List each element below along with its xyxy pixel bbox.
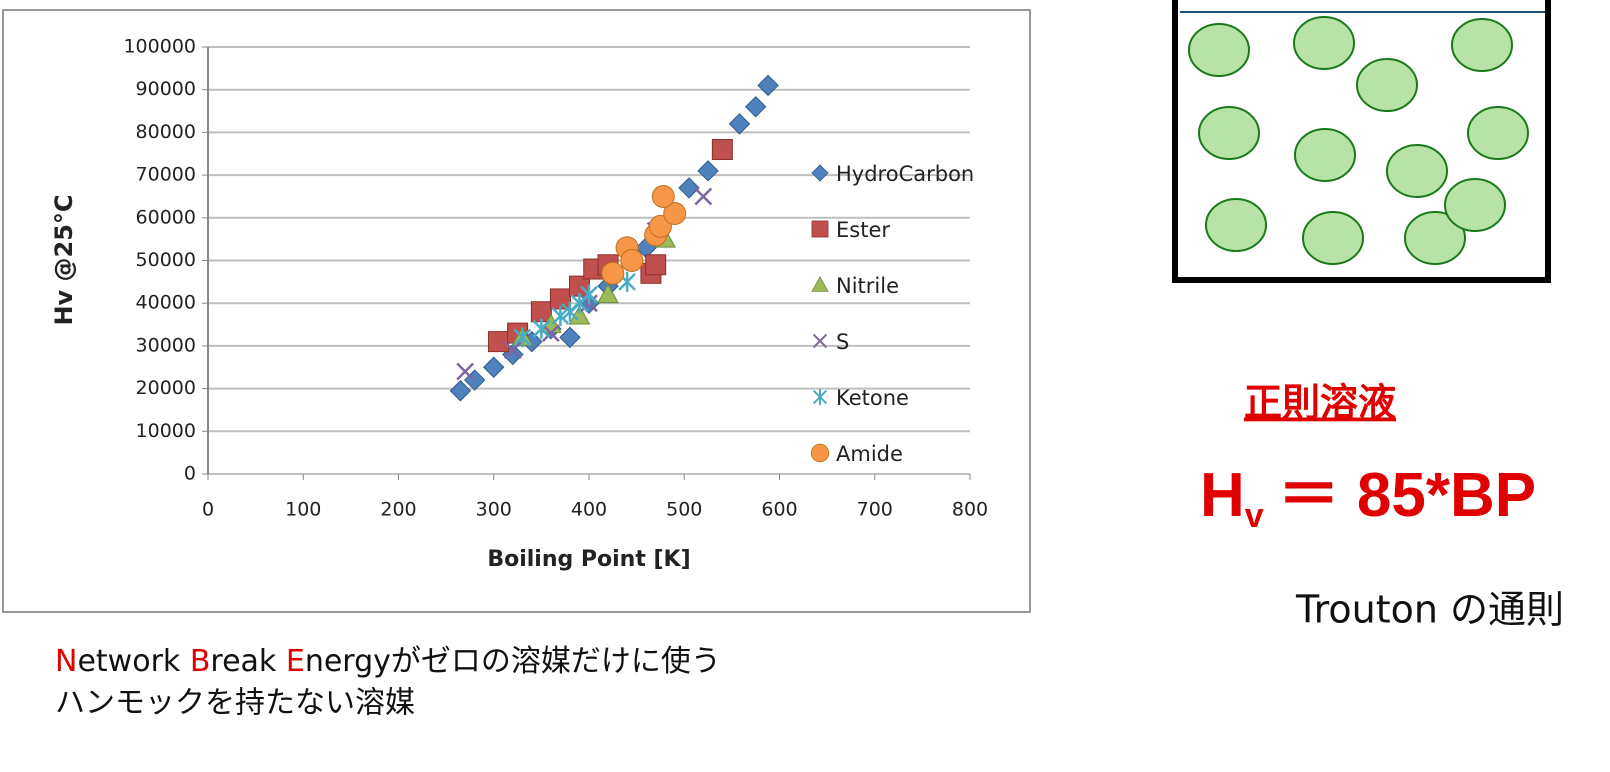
y-tick-label: 0 [184,463,196,485]
point [483,356,505,378]
point [757,74,779,97]
x-tick-label: 400 [571,499,607,521]
rule: Trouton の通則 [1295,588,1564,632]
point [728,113,751,135]
note-line: ハンモックを持たない溶媒 [55,686,415,721]
formula-rest: ＝ 85*BP [1278,461,1536,530]
y-tick-label: 90000 [136,78,196,100]
point [597,283,619,304]
plot: 0100002000030000400005000060000700008000… [123,36,988,521]
point [711,138,733,160]
molecule [1198,106,1260,160]
note-part: nergyがゼロの溶媒だけに使う [305,644,721,679]
point [663,202,687,226]
x-tick-label: 300 [476,499,512,521]
molecule [1302,211,1364,265]
diagram [1172,0,1551,283]
legend-marker [812,388,828,405]
point [551,306,570,327]
point [601,261,625,285]
heading: 正則溶液 [1244,381,1396,425]
point [651,184,675,208]
x-tick-label: 600 [761,499,797,521]
formula-main: H [1200,461,1245,530]
chart-frame [2,9,1031,613]
y-tick-label: 60000 [136,206,196,228]
y-tick-label: 80000 [136,121,196,143]
x-tick-label: 100 [285,499,321,521]
legend-label: HydroCarbon [836,162,974,186]
note-part: reak [210,644,285,679]
x-axis-title: Boiling Point [K] [487,547,690,572]
point [449,380,472,402]
molecule [1467,106,1529,160]
legend-label: Ketone [836,386,909,410]
point [549,288,571,310]
x-tick-label: 700 [857,499,893,521]
legend-label: Nitrile [836,274,899,298]
molecule [1444,178,1506,232]
point [744,96,767,118]
legend-label: Amide [836,442,903,466]
molecule [1293,16,1355,70]
point [694,187,713,206]
point [678,177,700,199]
point [542,324,560,342]
molecule [1205,198,1267,252]
legend-label: Ester [836,218,890,242]
y-tick-label: 40000 [136,292,196,314]
point [503,341,522,360]
molecule [1294,128,1356,182]
x-tick-label: 800 [952,499,988,521]
legend-marker [812,333,828,349]
x-tick-label: 0 [202,499,214,521]
formula-sub: v [1245,497,1264,535]
y-tick-label: 70000 [136,164,196,186]
x-tick-label: 200 [380,499,416,521]
y-axis-title: Hv @25°C [50,194,78,325]
y-tick-label: 50000 [136,249,196,271]
y-tick-label: 30000 [136,334,196,356]
note-part: E [286,644,305,679]
legend-marker [811,276,829,292]
legend-marker [811,220,829,238]
x-tick-label: 500 [666,499,702,521]
y-tick-label: 100000 [123,36,196,58]
y-tick-label: 10000 [136,420,196,442]
y-tick-label: 20000 [136,377,196,399]
point [580,284,598,305]
note-part: N [55,644,77,679]
note-part: B [190,644,211,679]
formula: Hv ＝ 85*BP [1200,461,1536,535]
point [513,327,532,348]
molecule [1404,211,1466,265]
point [456,362,475,381]
molecule [1386,144,1448,198]
legend-label: S [836,330,849,354]
note-line: Network Break Energyがゼロの溶媒だけに使う [55,644,721,679]
container [1172,0,1551,283]
note-part: etwork [77,644,189,679]
molecule [1356,58,1418,112]
point [645,254,667,276]
point [697,160,719,182]
legend-marker [810,443,830,463]
molecule [1188,23,1250,77]
point [532,318,551,339]
molecule [1451,18,1513,72]
legend-marker [811,164,829,182]
point [620,249,644,272]
point [559,326,581,349]
